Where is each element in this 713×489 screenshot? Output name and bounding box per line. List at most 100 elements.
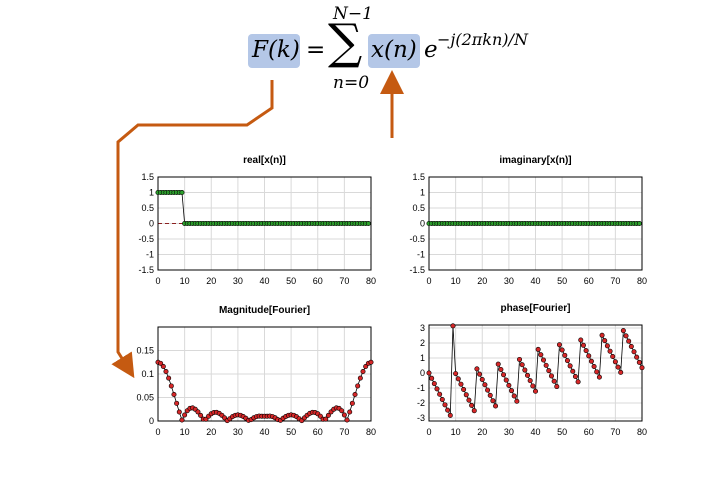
- x-tick-label: 50: [286, 427, 296, 437]
- y-tick-label: 0: [420, 219, 425, 229]
- data-point: [583, 348, 589, 354]
- data-point: [368, 359, 374, 365]
- data-point: [607, 348, 613, 354]
- x-tick-label: 80: [366, 276, 376, 286]
- data-point: [179, 190, 185, 196]
- data-point: [615, 364, 621, 370]
- chart-title: imaginary[x(n)]: [499, 155, 571, 166]
- x-tick-label: 10: [180, 276, 190, 286]
- x-tick-label: 0: [426, 427, 431, 437]
- chart-title: phase[Fourier]: [500, 303, 570, 314]
- y-tick-label: 0.5: [412, 203, 425, 213]
- data-point: [344, 417, 350, 423]
- data-point: [636, 359, 642, 365]
- x-tick-label: 10: [180, 427, 190, 437]
- data-point: [554, 384, 560, 390]
- data-point: [352, 391, 358, 397]
- data-point: [546, 368, 552, 374]
- data-point: [357, 375, 363, 381]
- data-point: [570, 368, 576, 374]
- data-point: [556, 342, 562, 348]
- y-tick-label: 1: [149, 188, 154, 198]
- y-tick-label: -2: [417, 398, 425, 408]
- data-point: [535, 346, 541, 352]
- arrow-to-magnitude: [111, 80, 274, 379]
- data-point: [455, 376, 461, 382]
- formula-equals: =: [306, 37, 326, 63]
- data-point: [639, 365, 645, 371]
- x-tick-label: 70: [610, 427, 620, 437]
- data-point: [511, 393, 517, 399]
- data-point: [168, 383, 174, 389]
- data-point: [323, 416, 329, 422]
- y-tick-label: -1: [146, 250, 154, 260]
- formula-signal: x(n): [371, 37, 417, 63]
- data-point: [604, 343, 610, 349]
- x-tick-label: 30: [233, 427, 243, 437]
- exp-base: e: [424, 37, 438, 63]
- data-point: [631, 349, 637, 355]
- signal-highlight: [368, 34, 420, 68]
- data-point: [495, 361, 501, 367]
- data-point: [559, 347, 565, 353]
- x-tick-label: 50: [557, 276, 567, 286]
- data-point: [602, 338, 608, 344]
- data-point: [575, 379, 581, 385]
- data-point: [586, 353, 592, 359]
- x-tick-label: 30: [504, 427, 514, 437]
- data-point: [429, 375, 435, 381]
- data-point: [158, 360, 164, 366]
- data-point: [360, 369, 366, 375]
- y-tick-label: 1: [420, 188, 425, 198]
- y-tick-label: -0.5: [409, 234, 425, 244]
- data-point: [447, 412, 453, 418]
- x-tick-label: 60: [584, 276, 594, 286]
- data-point: [431, 381, 437, 387]
- x-tick-label: 30: [233, 276, 243, 286]
- data-point: [174, 400, 180, 406]
- y-tick-label: 0.05: [136, 393, 154, 403]
- data-point: [482, 382, 488, 388]
- data-point: [442, 402, 448, 408]
- x-tick-label: 80: [637, 427, 647, 437]
- x-tick-label: 40: [259, 427, 269, 437]
- y-tick-label: -1: [417, 250, 425, 260]
- y-tick-label: -1.5: [409, 265, 425, 275]
- data-point: [517, 356, 523, 362]
- data-point: [634, 354, 640, 360]
- data-point: [580, 342, 586, 348]
- data-point: [610, 353, 616, 359]
- data-point: [198, 412, 204, 418]
- data-point: [543, 362, 549, 368]
- data-point: [588, 358, 594, 364]
- chart-title: Magnitude[Fourier]: [219, 305, 310, 316]
- chart-1: 0 10 20 30 40 50 60 70 80 1.5 1 0.5 0 -0.5 -1 -1.5 real[…: [138, 155, 376, 286]
- data-point: [540, 357, 546, 363]
- y-tick-label: 0: [149, 416, 154, 426]
- data-point: [426, 370, 432, 376]
- chart-title: real[x(n)]: [243, 155, 286, 166]
- data-point: [365, 221, 371, 227]
- y-tick-label: 0: [149, 219, 154, 229]
- x-tick-label: 70: [339, 276, 349, 286]
- y-tick-label: 1.5: [141, 172, 154, 182]
- x-tick-label: 80: [366, 427, 376, 437]
- data-point: [477, 371, 483, 377]
- data-point: [339, 408, 345, 414]
- data-point: [514, 398, 520, 404]
- x-tick-label: 30: [504, 276, 514, 286]
- x-tick-label: 60: [313, 276, 323, 286]
- data-point: [548, 373, 554, 379]
- y-tick-label: 0.15: [136, 346, 154, 356]
- y-tick-label: -1: [417, 383, 425, 393]
- data-point: [578, 337, 584, 343]
- data-point: [347, 409, 353, 415]
- data-point: [612, 359, 618, 365]
- data-point: [466, 397, 472, 403]
- data-point: [527, 378, 533, 384]
- x-tick-label: 80: [637, 276, 647, 286]
- x-tick-label: 40: [259, 276, 269, 286]
- y-tick-label: -0.5: [138, 234, 154, 244]
